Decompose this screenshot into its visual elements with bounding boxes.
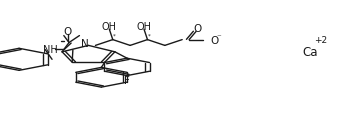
Text: *: * (113, 33, 116, 38)
Text: OH: OH (136, 22, 152, 31)
Text: O: O (194, 24, 202, 34)
Text: N: N (81, 39, 89, 49)
Text: NH: NH (43, 45, 58, 55)
Text: Ca: Ca (302, 45, 318, 58)
Text: +2: +2 (314, 36, 327, 45)
Text: *: * (148, 33, 151, 38)
Text: O: O (64, 27, 72, 37)
Text: O: O (210, 35, 218, 45)
Text: ⁻: ⁻ (216, 33, 221, 42)
Text: OH: OH (102, 22, 117, 31)
Text: F: F (124, 76, 130, 85)
